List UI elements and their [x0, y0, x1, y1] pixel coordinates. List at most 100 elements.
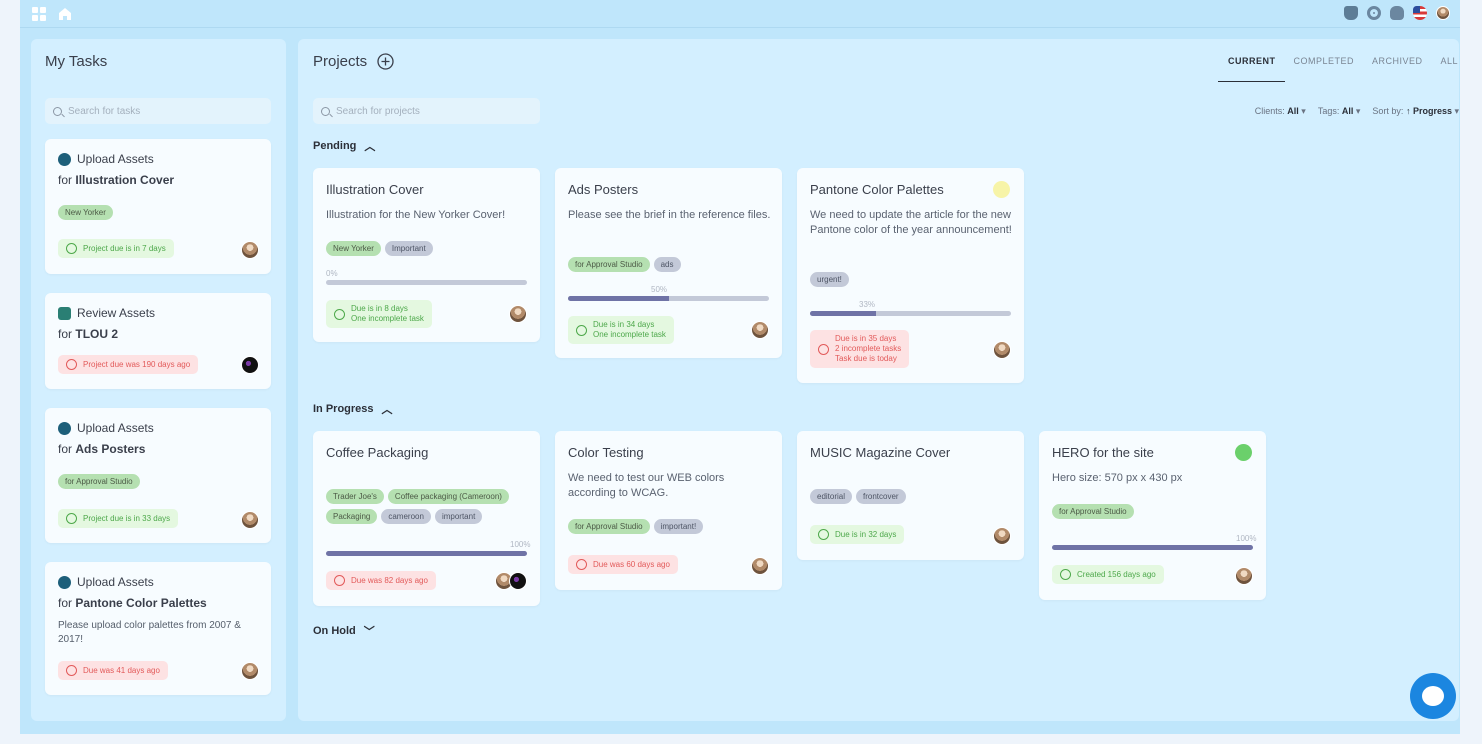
- project-title: Pantone Color Palettes: [810, 182, 944, 197]
- task-search-placeholder: Search for tasks: [68, 105, 141, 117]
- status-badge: Due is in 34 days One incomplete task: [568, 316, 674, 344]
- avatar: [993, 341, 1011, 359]
- task-card[interactable]: Review Assets for TLOU 2 Project due was…: [45, 293, 271, 389]
- task-project: for TLOU 2: [58, 327, 119, 341]
- project-card[interactable]: HERO for the site Hero size: 570 px x 43…: [1039, 431, 1266, 600]
- status-badge: Due is in 35 days 2 incomplete tasks Task …: [810, 330, 910, 368]
- status-badge: Due is in 32 days: [810, 525, 905, 544]
- section-in-progress[interactable]: In Progress ︿: [313, 403, 393, 416]
- tag: New Yorker: [326, 241, 381, 256]
- task-description: Please upload color palettes from 2007 &…: [58, 620, 241, 645]
- filters-bar: Clients: All ▾ Tags: All ▾ Sort by: ↑ Pr…: [1255, 106, 1459, 117]
- project-description: We need to test our WEB colors according…: [568, 472, 725, 499]
- project-description: Illustration for the New Yorker Cover!: [326, 209, 506, 221]
- avatar: [751, 557, 769, 575]
- add-project-icon[interactable]: [377, 53, 394, 70]
- color-label-dot: [993, 181, 1010, 198]
- upload-icon: [58, 421, 71, 435]
- tag: important: [434, 509, 483, 524]
- section-pending[interactable]: Pending ︿: [313, 140, 376, 153]
- tag: ads: [653, 257, 681, 272]
- status-badge: Due is in 8 days One incomplete task: [326, 300, 432, 328]
- chat-bubble-icon: [1422, 686, 1444, 706]
- project-title: Illustration Cover: [326, 182, 424, 197]
- project-card[interactable]: Color Testing We need to test our WEB co…: [555, 431, 782, 590]
- search-icon: [53, 106, 62, 116]
- task-card[interactable]: Upload Assets for Ads Posters for Approv…: [45, 408, 271, 543]
- project-title: Color Testing: [568, 445, 644, 460]
- tag: Important: [384, 241, 433, 256]
- progress-bar: [810, 311, 1011, 316]
- project-search-input[interactable]: Search for projects: [313, 98, 540, 124]
- database-icon[interactable]: [1390, 6, 1404, 20]
- user-avatar[interactable]: [1436, 6, 1450, 20]
- color-label-dot: [1235, 444, 1252, 461]
- clock-icon: [66, 243, 77, 254]
- status-badge: Project due is in 33 days: [58, 509, 179, 528]
- status-badge: Project due was 190 days ago: [58, 355, 199, 374]
- arrow-circle-icon: [334, 308, 345, 320]
- alert-icon: [66, 665, 77, 676]
- clock-icon: [818, 529, 829, 540]
- progress-bar: [326, 280, 527, 285]
- project-description: Hero size: 570 px x 430 px: [1052, 472, 1183, 484]
- avatar: [241, 356, 259, 374]
- task-action: Upload Assets: [77, 575, 154, 589]
- tags-filter[interactable]: Tags: All ▾: [1317, 106, 1361, 116]
- tab-completed[interactable]: COMPLETED: [1293, 56, 1354, 66]
- tab-all[interactable]: ALL: [1440, 56, 1458, 66]
- progress-label: 0%: [326, 269, 338, 278]
- tag: frontcover: [856, 489, 906, 504]
- sort-filter[interactable]: Sort by: ↑ Progress ▾: [1372, 106, 1459, 116]
- project-search-placeholder: Search for projects: [336, 105, 420, 117]
- clients-filter[interactable]: Clients: All ▾: [1254, 106, 1306, 116]
- tag: for Approval Studio: [58, 474, 140, 489]
- my-tasks-title: My Tasks: [45, 53, 108, 70]
- tab-current[interactable]: CURRENT: [1218, 56, 1285, 82]
- avatar: [993, 527, 1011, 545]
- project-card[interactable]: Coffee Packaging Trader Joe's Coffee pac…: [313, 431, 540, 606]
- project-card[interactable]: Ads Posters Please see the brief in the …: [555, 168, 782, 358]
- status-badge: Due was 82 days ago: [326, 571, 436, 590]
- chat-button[interactable]: [1410, 673, 1456, 719]
- alert-icon: [818, 343, 829, 355]
- upload-icon: [58, 575, 71, 589]
- project-card[interactable]: Illustration Cover Illustration for the …: [313, 168, 540, 342]
- progress-bar: [568, 296, 769, 301]
- project-card[interactable]: MUSIC Magazine Cover editorial frontcover…: [797, 431, 1024, 560]
- search-icon: [321, 106, 330, 116]
- review-icon: [58, 306, 71, 320]
- apps-grid-icon[interactable]: [32, 7, 46, 21]
- clock-icon: [66, 513, 77, 524]
- progress-bar: [326, 551, 527, 556]
- avatar: [241, 662, 259, 680]
- section-on-hold[interactable]: On Hold ﹀: [313, 625, 375, 638]
- project-tabs: CURRENT COMPLETED ARCHIVED ALL: [1218, 56, 1458, 82]
- status-badge: Created 156 days ago: [1052, 565, 1164, 584]
- progress-bar: [1052, 545, 1253, 550]
- task-card[interactable]: Upload Assets for Pantone Color Palettes…: [45, 562, 271, 695]
- tag: New Yorker: [58, 205, 113, 220]
- avatar: [1235, 567, 1253, 585]
- tag: important!: [653, 519, 704, 534]
- task-project: for Illustration Cover: [58, 173, 175, 187]
- projects-title: Projects: [313, 53, 368, 70]
- project-card[interactable]: Pantone Color Palettes We need to update…: [797, 168, 1024, 383]
- bell-icon[interactable]: [1344, 6, 1358, 20]
- project-description: We need to update the article for the ne…: [810, 209, 1012, 236]
- home-icon[interactable]: [58, 7, 72, 21]
- tag: cameroon: [381, 509, 431, 524]
- us-flag-icon[interactable]: [1413, 6, 1427, 20]
- projects-header: Projects: [313, 53, 394, 70]
- tab-archived[interactable]: ARCHIVED: [1371, 56, 1423, 66]
- task-action: Upload Assets: [77, 152, 154, 166]
- tag: Trader Joe's: [326, 489, 384, 504]
- tag: for Approval Studio: [568, 519, 650, 534]
- task-search-input[interactable]: Search for tasks: [45, 98, 271, 124]
- upload-icon: [58, 152, 71, 166]
- task-action: Upload Assets: [77, 421, 154, 435]
- avatar: [509, 572, 527, 590]
- project-title: Coffee Packaging: [326, 445, 429, 460]
- gear-icon[interactable]: [1367, 6, 1381, 20]
- task-card[interactable]: Upload Assets for Illustration Cover New…: [45, 139, 271, 274]
